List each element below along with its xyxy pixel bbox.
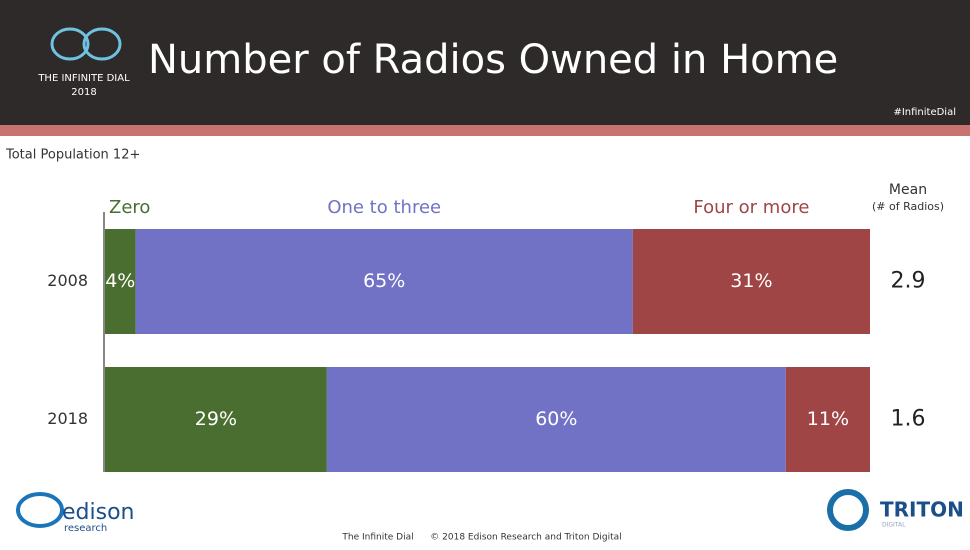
bar-segment bbox=[632, 229, 870, 334]
legend-label: Four or more bbox=[693, 197, 809, 218]
legend-label: One to three bbox=[327, 197, 441, 218]
footer-left: The Infinite Dial bbox=[341, 533, 413, 543]
value-label: 60% bbox=[535, 408, 577, 430]
value-label: 11% bbox=[807, 408, 849, 430]
chart-title: Number of Radios Owned in Home bbox=[148, 37, 838, 83]
triton-logo: TRITON DIGITAL bbox=[827, 489, 964, 531]
subtitle: Total Population 12+ bbox=[5, 148, 140, 163]
brand-year: 2018 bbox=[71, 87, 96, 98]
value-label: 31% bbox=[730, 270, 772, 292]
bar-segment bbox=[326, 367, 786, 472]
triton-word: TRITON bbox=[880, 498, 964, 522]
category-label: 2008 bbox=[47, 271, 88, 290]
header-stripe bbox=[0, 125, 970, 136]
bar-segment bbox=[105, 367, 327, 472]
brand: THE INFINITE DIAL bbox=[37, 73, 130, 84]
value-label: 4% bbox=[105, 270, 135, 292]
footer-right: © 2018 Edison Research and Triton Digita… bbox=[430, 533, 621, 543]
category-label: 2018 bbox=[47, 409, 88, 428]
bar-segment bbox=[785, 367, 870, 472]
mean-value: 2.9 bbox=[891, 269, 926, 294]
mean-subtitle: (# of Radios) bbox=[872, 200, 944, 213]
value-label: 29% bbox=[195, 408, 237, 430]
hashtag: #InfiniteDial bbox=[893, 107, 956, 118]
mean-title: Mean bbox=[889, 182, 927, 198]
bar-segment bbox=[135, 229, 633, 334]
edison-word: edison bbox=[62, 500, 134, 525]
bar-segment bbox=[105, 229, 136, 334]
value-label: 65% bbox=[363, 270, 405, 292]
research-word: research bbox=[64, 523, 107, 534]
edison-logo: edison research bbox=[16, 492, 134, 534]
digital-word: DIGITAL bbox=[882, 522, 906, 529]
mean-value: 1.6 bbox=[891, 407, 926, 432]
dial-logo bbox=[50, 27, 122, 61]
legend-label: Zero bbox=[109, 197, 150, 218]
header-band bbox=[0, 0, 970, 125]
